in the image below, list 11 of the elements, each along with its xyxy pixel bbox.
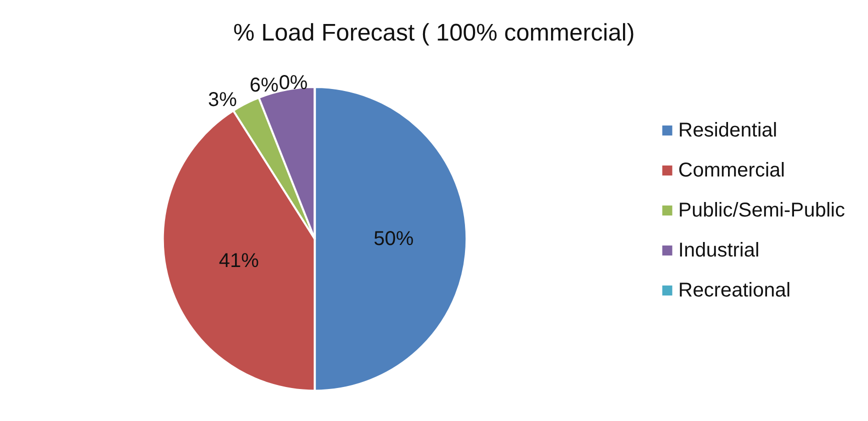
legend-label: Residential: [678, 120, 778, 142]
legend-label: Commercial: [678, 160, 785, 182]
data-label: 6%: [250, 74, 279, 97]
legend-label: Industrial: [678, 240, 760, 262]
data-label: 41%: [218, 250, 260, 272]
text: 0%: [278, 72, 308, 94]
data-label: 50%: [374, 228, 414, 250]
legend-label: Recreational: [678, 280, 791, 302]
data-label: 3%: [208, 88, 238, 111]
chart-title: % Load Forecast ( 100% commercial): [233, 20, 635, 46]
legend-label: Public/Semi-Public: [678, 200, 846, 222]
